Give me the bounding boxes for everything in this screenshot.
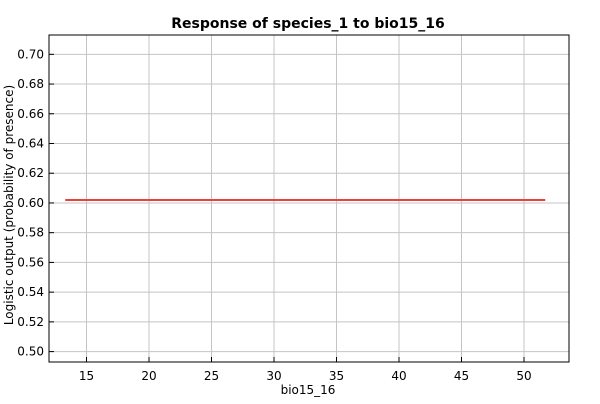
y-tick-label: 0.58 [17, 226, 44, 240]
grid-lines [49, 35, 569, 362]
y-tick-label: 0.60 [17, 196, 44, 210]
x-axis-ticks: 15 20 25 30 35 40 45 50 [79, 357, 532, 383]
y-tick-label: 0.66 [17, 107, 44, 121]
y-tick-label: 0.52 [17, 315, 44, 329]
chart-title: Response of species_1 to bio15_16 [171, 16, 444, 32]
x-tick-label: 15 [79, 369, 94, 383]
y-axis-ticks: 0.50 0.52 0.54 0.56 0.58 0.60 0.62 0.64 0.66 0.68… [17, 47, 54, 359]
x-tick-label: 40 [391, 369, 406, 383]
y-tick-label: 0.62 [17, 166, 44, 180]
y-axis-label: Logistic output (probability of presence… [2, 85, 16, 325]
x-tick-label: 50 [516, 369, 531, 383]
y-tick-label: 0.50 [17, 345, 44, 359]
x-tick-label: 30 [266, 369, 281, 383]
y-tick-label: 0.64 [17, 137, 44, 151]
x-tick-label: 20 [141, 369, 156, 383]
x-axis-label: bio15_16 [281, 383, 336, 397]
y-tick-label: 0.56 [17, 255, 44, 269]
x-tick-label: 35 [329, 369, 344, 383]
plot-frame [48, 34, 570, 363]
y-tick-label: 0.70 [17, 47, 44, 61]
x-tick-label: 45 [454, 369, 469, 383]
y-tick-label: 0.54 [17, 285, 44, 299]
x-tick-label: 25 [204, 369, 219, 383]
y-tick-label: 0.68 [17, 77, 44, 91]
